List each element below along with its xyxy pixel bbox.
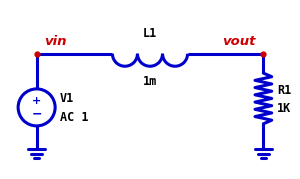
Text: −: − <box>32 107 42 120</box>
Text: 1m: 1m <box>143 75 157 88</box>
Text: vin: vin <box>44 35 67 48</box>
Text: AC 1: AC 1 <box>60 111 88 124</box>
Text: V1: V1 <box>60 92 74 105</box>
Text: +: + <box>32 96 41 106</box>
Text: 1K: 1K <box>277 102 291 115</box>
Text: vout: vout <box>222 35 256 48</box>
Text: R1: R1 <box>277 84 291 98</box>
Text: L1: L1 <box>143 27 157 40</box>
